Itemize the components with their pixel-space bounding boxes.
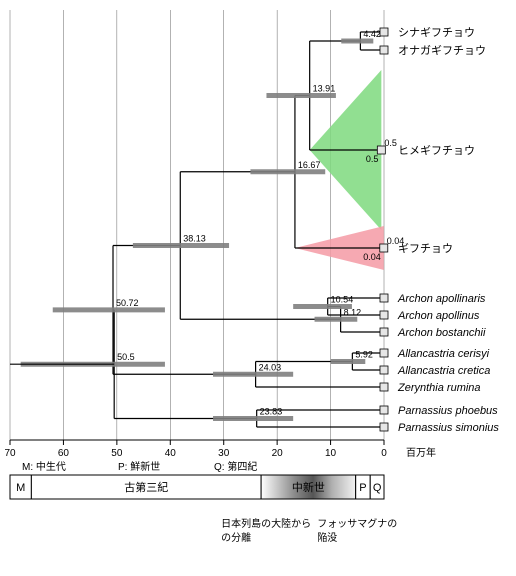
tip-label: Archon bostanchii <box>397 327 486 339</box>
timebar-segment-label: 中新世 <box>292 480 325 494</box>
tip-box <box>380 383 388 391</box>
tip-box <box>380 28 388 36</box>
tip-label: Zerynthia rumina <box>397 382 481 394</box>
node-age-label: 38.13 <box>183 234 206 244</box>
axis-tick-label: 50 <box>111 448 123 459</box>
timebar-segment-label: M <box>16 482 25 494</box>
tip-label: シナギフチョウ <box>398 26 475 39</box>
tip-label: オナガギフチョウ <box>398 44 486 57</box>
axis-tick-label: 70 <box>4 448 16 459</box>
annotation-line2: 陥没 <box>317 531 337 544</box>
node-age-label: 8.12 <box>344 307 362 317</box>
tip-label: ギフチョウ <box>398 242 453 255</box>
tip-label: Parnassius simonius <box>398 422 499 434</box>
tip-box <box>380 328 388 336</box>
tip-age-label: 0.5 <box>366 154 379 164</box>
tip-box <box>380 349 388 357</box>
node-age-label: 0.5 <box>384 138 397 148</box>
tip-label: Archon apollinaris <box>397 293 486 305</box>
axis-tick-label: 60 <box>58 448 70 459</box>
tip-age-label: 0.04 <box>363 252 381 262</box>
axis-tick-label: 30 <box>218 448 230 459</box>
node-age-label: 5.92 <box>355 350 373 360</box>
node-age-label: 23.83 <box>260 407 283 417</box>
annotation-line1: フォッサマグナの <box>317 517 397 530</box>
node-age-label: 4.42 <box>363 29 381 39</box>
tip-box <box>380 46 388 54</box>
axis-unit-label: 百万年 <box>406 446 436 459</box>
phylo-tree: 4.42 0.5 13.91 0.04 16.67 10.54 8.12 38.13 5.92 2… <box>10 29 404 427</box>
tip-box <box>380 423 388 431</box>
tip-box <box>380 366 388 374</box>
tip-label: ヒメギフチョウ <box>398 144 475 157</box>
node-age-label: 24.03 <box>259 362 282 372</box>
annotation-line1: 日本列島の大陸から <box>221 517 311 530</box>
annotation-line2: の分離 <box>221 531 251 544</box>
tip-label: Parnassius phoebus <box>398 405 498 417</box>
timebar-segment-label: 古第三紀 <box>124 480 168 494</box>
axis-legend: P: 鮮新世 <box>118 460 160 473</box>
tip-label: Allancastria cerisyi <box>397 348 490 360</box>
node-age-label: 13.91 <box>313 84 336 94</box>
node-age-label: 50.5 <box>117 352 135 362</box>
geologic-timebar: M 古第三紀 中新世 PQ <box>10 475 384 499</box>
axis-tick-label: 40 <box>165 448 177 459</box>
node-age-label: 10.54 <box>331 295 354 305</box>
timebar-segment-label: P <box>359 482 366 494</box>
tip-box <box>380 294 388 302</box>
tip-box <box>377 146 385 154</box>
tip-box <box>380 244 388 252</box>
axis-tick-label: 0 <box>381 448 387 459</box>
node-age-label: 50.72 <box>116 298 139 308</box>
timebar-segment-label: Q <box>373 482 382 494</box>
tip-label: Allancastria cretica <box>397 365 490 377</box>
axis-tick-label: 10 <box>325 448 337 459</box>
node-age-label: 16.67 <box>298 160 321 170</box>
tip-box <box>380 311 388 319</box>
axis-tick-label: 20 <box>272 448 284 459</box>
tip-label: Archon apollinus <box>397 310 480 322</box>
axis-legend: Q: 第四紀 <box>214 460 257 473</box>
axis-legend: M: 中生代 <box>22 460 66 473</box>
tip-box <box>380 406 388 414</box>
